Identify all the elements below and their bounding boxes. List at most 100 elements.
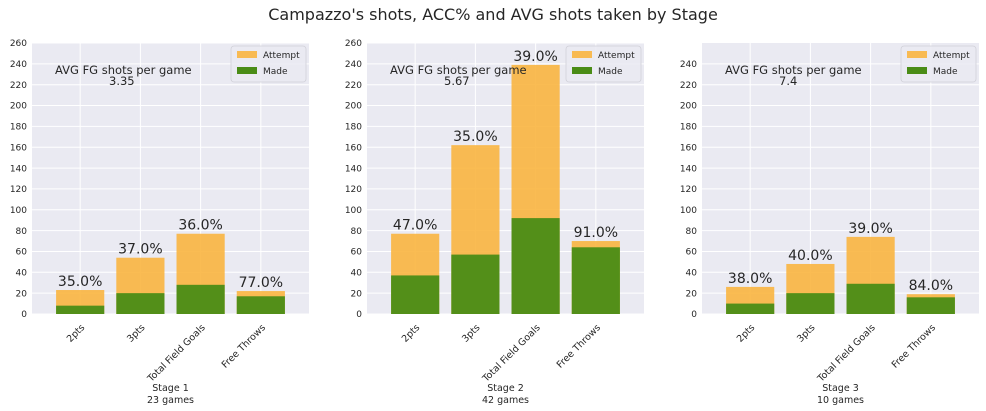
avg-annotation-value: 5.67 [444, 74, 470, 88]
y-tick-label: 100 [10, 206, 27, 216]
avg-annotation-label: AVG FG shots per game [55, 63, 192, 77]
x-axis-label-stage: Stage 2 [487, 383, 524, 394]
legend-label-made: Made [263, 67, 288, 77]
bar-made [56, 305, 105, 314]
x-tick-label: Free Throws [890, 322, 938, 370]
x-tick-label: 3pts [460, 322, 482, 344]
legend-swatch-attempt [572, 51, 592, 58]
y-tick-label: 0 [691, 310, 697, 320]
y-tick-label: 60 [16, 248, 28, 258]
percent-label: 36.0% [178, 218, 222, 234]
y-tick-label: 80 [351, 227, 363, 237]
y-tick-label: 60 [351, 248, 363, 258]
avg-annotation-value: 7.4 [779, 74, 797, 88]
bar-made [116, 293, 165, 314]
avg-annotation-label: AVG FG shots per game [390, 63, 527, 77]
y-tick-label: 240 [345, 60, 362, 70]
y-tick-label: 120 [10, 185, 27, 195]
y-tick-label: 40 [686, 269, 698, 279]
x-tick-label: 3pts [795, 322, 817, 344]
figure-title: Campazzo's shots, ACC% and AVG shots tak… [268, 5, 718, 24]
chart-panel-2: 0 20 40 60 80 100 120 140 160 180 200 220 240 260 47.0… [345, 39, 644, 406]
y-tick-label: 180 [10, 123, 27, 133]
avg-annotation-value: 3.35 [109, 74, 135, 88]
percent-label: 91.0% [574, 225, 618, 241]
legend-label-attempt: Attempt [598, 51, 635, 61]
y-tick-label: 140 [10, 164, 27, 174]
percent-label: 35.0% [58, 274, 102, 290]
x-tick-label: Total Field Goals [480, 322, 543, 385]
legend-swatch-attempt [907, 51, 927, 58]
percent-label: 77.0% [239, 275, 283, 291]
percent-label: 40.0% [788, 248, 832, 264]
percent-label: 39.0% [513, 49, 557, 65]
x-tick-label: Free Throws [220, 322, 268, 370]
legend-label-attempt: Attempt [263, 51, 300, 61]
chart-panel-3: 0 20 40 60 80 100 120 140 160 180 200 220 240 38.0% 2p… [680, 43, 979, 406]
x-tick-label: 2pts [735, 322, 757, 344]
legend-label-made: Made [598, 67, 623, 77]
bar-made [786, 293, 835, 314]
y-tick-label: 40 [16, 269, 28, 279]
legend: Attempt Made [900, 45, 977, 83]
plot-area [32, 43, 309, 314]
y-tick-label: 160 [345, 143, 362, 153]
x-tick-label: 3pts [125, 322, 147, 344]
legend: Attempt Made [565, 45, 642, 83]
legend-label-made: Made [933, 67, 958, 77]
y-tick-label: 180 [680, 123, 697, 133]
percent-label: 38.0% [728, 271, 772, 287]
chart-panel-1: 0 20 40 60 80 100 120 140 160 180 200 220 240 260 35.0… [10, 39, 309, 406]
y-tick-label: 100 [345, 206, 362, 216]
bar-made [571, 247, 620, 314]
bar-made [176, 284, 225, 314]
percent-label: 84.0% [909, 278, 953, 294]
y-tick-label: 60 [686, 248, 698, 258]
x-tick-label: 2pts [400, 322, 422, 344]
y-tick-label: 200 [345, 102, 362, 112]
percent-label: 39.0% [848, 221, 892, 237]
y-tick-label: 180 [345, 123, 362, 133]
percent-label: 47.0% [393, 218, 437, 234]
legend-swatch-attempt [237, 51, 257, 58]
y-tick-label: 0 [21, 310, 27, 320]
y-tick-label: 100 [680, 206, 697, 216]
bar-made [511, 218, 560, 314]
x-axis-label-stage: Stage 3 [822, 383, 859, 394]
bar-made [726, 303, 775, 314]
legend-swatch-made [237, 67, 257, 74]
panels: 02040608010012014016018020022024026035.0… [10, 39, 979, 406]
x-axis-label-stage: Stage 1 [152, 383, 189, 394]
bar-made [846, 283, 895, 314]
x-tick-label: Free Throws [555, 322, 603, 370]
x-axis-label-games: 23 games [147, 395, 194, 406]
bar-made [391, 275, 440, 314]
y-tick-label: 220 [680, 81, 697, 91]
bar-made [451, 254, 500, 314]
y-tick-label: 200 [10, 102, 27, 112]
y-tick-label: 140 [345, 164, 362, 174]
x-tick-label: 2pts [65, 322, 87, 344]
y-tick-label: 0 [356, 310, 362, 320]
y-tick-label: 260 [345, 39, 362, 49]
avg-annotation-label: AVG FG shots per game [725, 63, 862, 77]
percent-label: 37.0% [118, 242, 162, 258]
y-tick-label: 80 [686, 227, 698, 237]
y-tick-label: 160 [680, 143, 697, 153]
y-tick-label: 240 [680, 60, 697, 70]
legend: Attempt Made [230, 45, 307, 83]
bar-made [236, 296, 285, 314]
legend-swatch-made [572, 67, 592, 74]
y-tick-label: 20 [686, 289, 698, 299]
x-tick-label: Total Field Goals [815, 322, 878, 385]
x-tick-label: Total Field Goals [145, 322, 208, 385]
y-tick-label: 220 [345, 81, 362, 91]
y-tick-label: 240 [10, 60, 27, 70]
y-tick-label: 120 [345, 185, 362, 195]
x-axis-label-games: 42 games [482, 395, 529, 406]
y-tick-label: 20 [351, 289, 363, 299]
percent-label: 35.0% [453, 129, 497, 145]
y-tick-label: 220 [10, 81, 27, 91]
y-tick-label: 20 [16, 289, 28, 299]
